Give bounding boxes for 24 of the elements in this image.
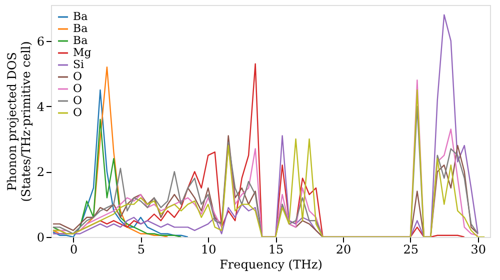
y-tick-label: 6 (36, 34, 44, 48)
x-tick-label: 25 (403, 242, 419, 256)
x-tick-label: 10 (200, 242, 216, 256)
legend-label: O (73, 94, 82, 107)
legend-label: Ba (73, 22, 88, 35)
legend-label: Ba (73, 34, 88, 47)
y-axis-title: Phonon projected DOS (States/THz·primitive cell) (4, 41, 33, 202)
legend-label: Si (73, 58, 85, 71)
y-tick-label: 0 (36, 230, 44, 244)
x-tick-label: 15 (268, 242, 284, 256)
legend-label: O (73, 106, 82, 119)
line-series (52, 14, 478, 237)
legend-label: Ba (73, 10, 88, 23)
legend-label: O (73, 82, 82, 95)
x-axis-title: Frequency (THz) (220, 258, 322, 272)
x-tick-label: 20 (336, 242, 352, 256)
legend-label: Mg (73, 46, 92, 59)
x-tick-label: 0 (70, 242, 78, 256)
x-tick-label: 30 (470, 242, 486, 256)
x-tick-label: 5 (137, 242, 146, 256)
legend-label: O (73, 70, 82, 83)
y-tick-label: 4 (36, 100, 45, 114)
y-tick-label: 2 (36, 165, 44, 180)
line-series (52, 118, 182, 237)
